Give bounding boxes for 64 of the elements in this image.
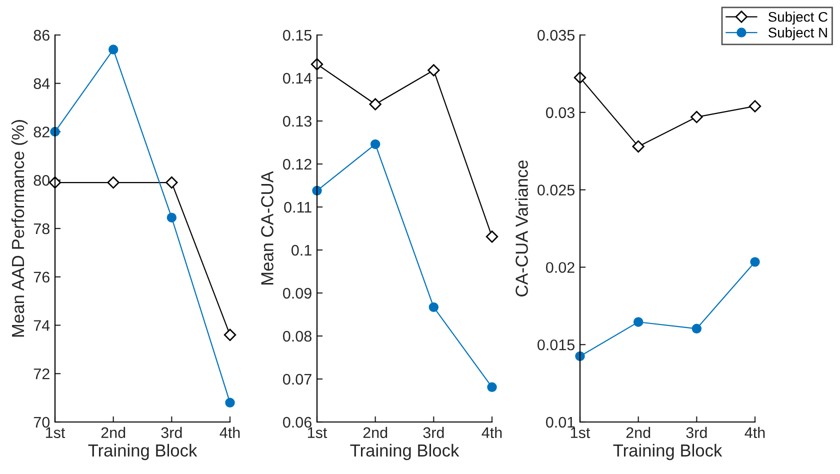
x-axis-title: Training Block [613,444,722,460]
x-tick-label: 1st [570,427,590,438]
y-tick-label: 0.02 [546,262,574,273]
x-tick-label: 3rd [423,426,444,438]
point [692,324,702,334]
y-tick-label: 0.1 [292,244,312,256]
x-tick-label: 2nd [626,426,650,438]
y-tick-label: 0.035 [538,30,574,41]
y-tick-label: 0.15 [283,30,312,41]
point [750,257,760,267]
y-tick-label: 72 [34,368,50,380]
y-tick-label: 0.13 [283,116,312,127]
y-tick-label: 0.03 [546,107,574,118]
x-tick-label: 2nd [101,426,126,438]
y-tick-label: 0.08 [283,330,312,342]
x-tick-label: 3rd [686,426,707,438]
legend-label: Subject C [768,12,828,25]
legend-label: Subject N [768,27,827,40]
point [690,110,703,124]
y-tick-label: 84 [34,78,50,90]
point [633,317,644,327]
x-axis-title: Training Block [350,444,460,460]
y-axis-title: Mean AAD Performance (%) [11,120,28,337]
y-tick-label: 0.14 [283,72,312,84]
y-tick-label: 70 [34,416,50,428]
y-tick-label: 82 [34,126,50,138]
x-tick-label: 1st [46,427,66,438]
x-tick-label: 4th [482,426,502,438]
point [224,328,236,342]
point [107,176,120,189]
point [369,98,382,110]
point [310,58,324,70]
x-tick-label: 4th [220,426,240,438]
y-tick-label: 80 [34,174,50,186]
point [428,302,439,312]
point [428,64,440,76]
x-tick-label: 4th [744,426,765,438]
y-tick-label: 0.12 [283,158,312,170]
x-tick-label: 2nd [363,426,388,438]
point [748,100,762,112]
y-axis-title: Mean CA-CUA [261,171,274,284]
y-tick-label: 0.06 [283,416,312,428]
y-tick-label: 78 [34,223,50,234]
point [108,44,118,54]
y-tick-label: 76 [34,272,50,283]
point [166,212,177,222]
point [225,398,235,408]
y-tick-label: 74 [34,320,50,331]
point [370,139,380,150]
y-tick-label: 0.11 [284,202,312,213]
y-tick-label: 0.01 [546,416,574,428]
point [166,176,178,189]
point [632,140,644,153]
x-axis-title: Training Block [88,444,198,460]
y-tick-label: 86 [34,30,50,41]
point [486,230,498,243]
y-tick-label: 0.025 [538,184,574,196]
y-tick-label: 0.09 [283,288,312,299]
point [487,382,497,392]
y-tick-label: 0.07 [283,374,312,385]
y-axis-title: CA-CUA Variance [515,160,528,296]
x-tick-label: 3rd [161,426,182,438]
x-tick-label: 1st [308,427,328,438]
y-tick-label: 0.015 [538,339,574,350]
